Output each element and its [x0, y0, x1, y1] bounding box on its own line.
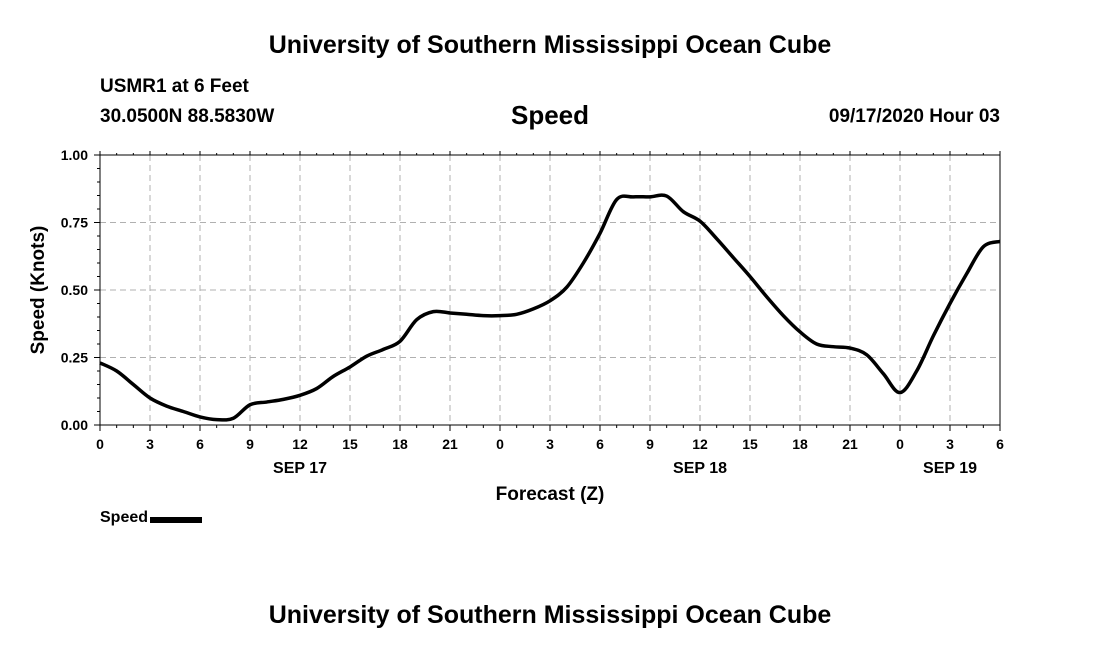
x-axis-title: Forecast (Z)	[496, 484, 605, 505]
y-tick-label: 0.50	[61, 282, 88, 298]
chart-title-top: University of Southern Mississippi Ocean…	[268, 31, 832, 59]
x-tick-label: 0	[496, 436, 504, 452]
series-line-speed	[99, 193, 1001, 422]
y-tick-label: 1.00	[61, 147, 88, 163]
x-tick-label: 15	[742, 436, 758, 452]
x-tick-label: 6	[996, 436, 1004, 452]
date-label: SEP 18	[673, 460, 727, 477]
date-label: SEP 19	[923, 460, 977, 477]
coordinates-label: 30.0500N 88.5830W	[100, 106, 275, 127]
x-tick-label: 6	[196, 436, 204, 452]
station-label: USMR1 at 6 Feet	[100, 76, 249, 97]
date-label: SEP 17	[273, 460, 327, 477]
x-tick-label: 3	[946, 436, 954, 452]
series-layer	[99, 193, 1001, 422]
x-tick-label: 0	[96, 436, 104, 452]
y-tick-label: 0.25	[61, 350, 88, 366]
y-tick-label: 0.00	[61, 417, 88, 433]
variable-title: Speed	[510, 100, 590, 130]
axis-ticks	[94, 151, 1001, 431]
x-tick-label: 15	[342, 436, 358, 452]
x-tick-label: 3	[146, 436, 154, 452]
grid-lines	[100, 155, 1000, 425]
x-tick-label: 0	[896, 436, 904, 452]
legend-swatch	[150, 516, 203, 523]
x-tick-label: 18	[792, 436, 808, 452]
forecast-timestamp: 09/17/2020 Hour 03	[828, 106, 1000, 127]
x-tick-label: 18	[392, 436, 408, 452]
x-tick-label: 6	[596, 436, 604, 452]
chart-title-bottom: University of Southern Mississippi Ocean…	[268, 601, 832, 629]
x-tick-label: 21	[842, 436, 858, 452]
legend: Speed	[100, 509, 203, 527]
legend-label: Speed	[100, 509, 149, 526]
x-tick-label: 12	[292, 436, 308, 452]
x-tick-label: 3	[546, 436, 554, 452]
x-tick-label: 9	[246, 436, 254, 452]
axis-tick-labels: 0 3 6 9 12 15 18 21 0 3 6 9 12 15 18 21 0 3 6 0.00 0.25 0.50 0…	[61, 147, 1004, 477]
x-tick-label: 21	[442, 436, 458, 452]
y-axis-title: Speed (Knots)	[28, 226, 49, 355]
x-tick-label: 9	[646, 436, 654, 452]
y-tick-label: 0.75	[61, 215, 88, 231]
x-tick-label: 12	[692, 436, 708, 452]
